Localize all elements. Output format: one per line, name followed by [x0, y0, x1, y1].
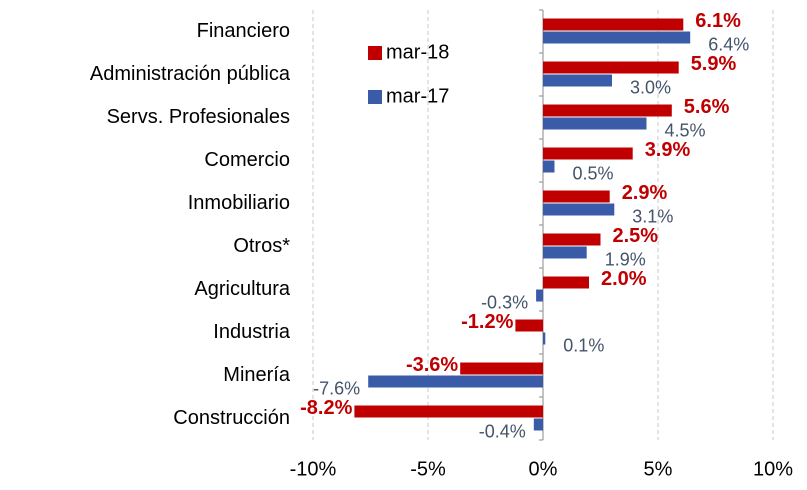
category-label: Administración pública — [90, 63, 291, 85]
x-tick-label: 5% — [644, 458, 673, 480]
category-label: Comercio — [204, 149, 290, 171]
bar — [543, 74, 612, 87]
value-label: 2.5% — [613, 225, 659, 247]
bar — [543, 104, 672, 117]
bar — [543, 31, 691, 44]
legend-label: mar-17 — [386, 85, 449, 107]
value-label: 5.6% — [684, 96, 730, 118]
legend-swatch — [368, 46, 382, 60]
category-label: Otros* — [233, 235, 290, 257]
bar — [543, 18, 684, 31]
bar — [368, 375, 543, 388]
value-label: 4.5% — [665, 120, 706, 140]
value-label: -0.3% — [481, 292, 528, 312]
value-label: 0.1% — [563, 335, 604, 355]
bar — [354, 405, 543, 418]
bar — [543, 117, 647, 130]
category-label: Servs. Profesionales — [107, 106, 290, 128]
value-label: 6.4% — [708, 34, 749, 54]
value-label: 1.9% — [605, 249, 646, 269]
bar — [543, 276, 589, 289]
bar — [536, 289, 543, 302]
bar — [515, 319, 543, 332]
value-label: -8.2% — [300, 397, 352, 419]
x-tick-label: -5% — [410, 458, 446, 480]
value-label: 0.5% — [573, 163, 614, 183]
bar — [543, 190, 610, 203]
bar — [543, 332, 546, 345]
value-label: 6.1% — [695, 10, 741, 32]
value-label: -3.6% — [406, 354, 458, 376]
category-label: Minería — [223, 364, 291, 386]
value-label: 3.0% — [630, 77, 671, 97]
category-label: Construcción — [173, 407, 290, 429]
bar — [543, 160, 555, 173]
value-label: -0.4% — [479, 421, 526, 441]
x-tick-label: -10% — [290, 458, 337, 480]
x-tick-label: 0% — [529, 458, 558, 480]
bar — [543, 233, 601, 246]
value-label: 5.9% — [691, 53, 737, 75]
x-tick-label: 10% — [753, 458, 793, 480]
value-label: 2.9% — [622, 182, 668, 204]
bar — [543, 61, 679, 74]
bar — [543, 203, 615, 216]
legend-swatch — [368, 90, 382, 104]
value-label: 3.1% — [632, 206, 673, 226]
value-label: -1.2% — [461, 311, 513, 333]
category-label: Financiero — [197, 20, 290, 42]
bar — [460, 362, 543, 375]
bar — [543, 246, 587, 259]
bar — [543, 147, 633, 160]
category-label: Industria — [213, 321, 291, 343]
value-label: 3.9% — [645, 139, 691, 161]
value-label: 2.0% — [601, 268, 647, 290]
legend-label: mar-18 — [386, 41, 449, 63]
category-label: Agricultura — [194, 278, 290, 300]
category-label: Inmobiliario — [188, 192, 290, 214]
value-label: -7.6% — [313, 378, 360, 398]
bar — [533, 418, 543, 431]
